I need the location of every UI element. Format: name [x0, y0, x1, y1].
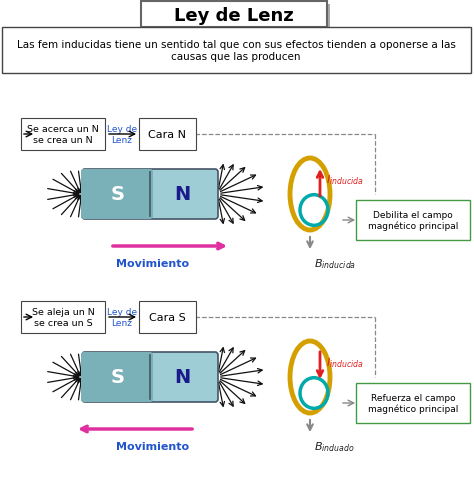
Text: Ley de
Lenz: Ley de Lenz — [107, 308, 137, 327]
FancyBboxPatch shape — [356, 201, 470, 240]
FancyBboxPatch shape — [21, 119, 105, 151]
Text: S: S — [110, 185, 125, 204]
Text: N: N — [174, 368, 191, 387]
Text: Cara S: Cara S — [149, 312, 185, 323]
Text: $I_{inducida}$: $I_{inducida}$ — [326, 173, 364, 187]
Text: Debilita el campo
magnético principal: Debilita el campo magnético principal — [368, 211, 458, 230]
Text: Cara N: Cara N — [148, 130, 186, 140]
Text: Se aleja un N
se crea un S: Se aleja un N se crea un S — [32, 308, 94, 327]
FancyBboxPatch shape — [139, 301, 196, 333]
FancyBboxPatch shape — [2, 28, 471, 74]
Text: Las fem inducidas tiene un sentido tal que con sus efectos tienden a oponerse a : Las fem inducidas tiene un sentido tal q… — [17, 40, 456, 61]
FancyBboxPatch shape — [141, 2, 327, 28]
Text: Movimiento: Movimiento — [117, 441, 190, 451]
Text: Refuerza el campo
magnético principal: Refuerza el campo magnético principal — [368, 393, 458, 413]
Text: Movimiento: Movimiento — [117, 258, 190, 268]
Text: Ley de Lenz: Ley de Lenz — [174, 7, 294, 25]
Text: $B_{inducida}$: $B_{inducida}$ — [314, 256, 356, 270]
Text: Ley de
Lenz: Ley de Lenz — [107, 125, 137, 144]
FancyBboxPatch shape — [81, 352, 153, 402]
Text: $B_{induado}$: $B_{induado}$ — [314, 439, 355, 453]
FancyBboxPatch shape — [21, 301, 105, 333]
Text: $I_{inducida}$: $I_{inducida}$ — [326, 355, 364, 369]
Text: N: N — [174, 185, 191, 204]
FancyBboxPatch shape — [81, 169, 153, 219]
Text: S: S — [110, 368, 125, 387]
FancyBboxPatch shape — [82, 352, 218, 402]
FancyBboxPatch shape — [82, 169, 218, 219]
FancyBboxPatch shape — [139, 119, 196, 151]
Text: Se acerca un N
se crea un N: Se acerca un N se crea un N — [27, 125, 99, 144]
FancyBboxPatch shape — [356, 383, 470, 423]
FancyBboxPatch shape — [144, 5, 330, 31]
